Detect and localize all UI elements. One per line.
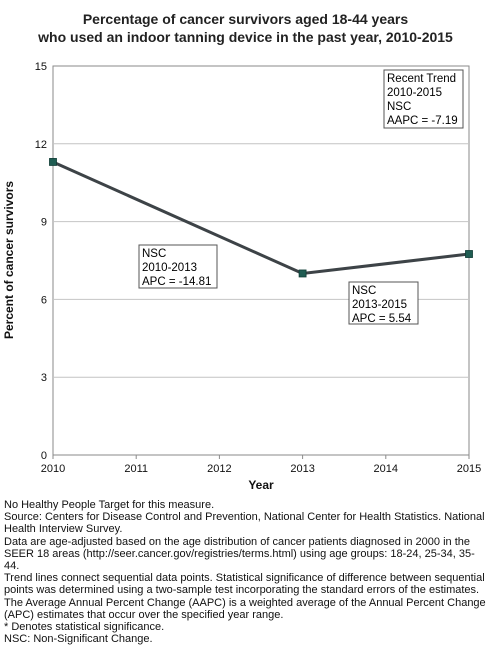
annotation-2010-2013: NSC 2010-2013 APC = -14.81 [138, 244, 218, 289]
y-tick-label: 6 [41, 294, 47, 306]
y-tick-label: 15 [35, 61, 47, 73]
footnote: The Average Annual Percent Change (AAPC)… [4, 596, 486, 621]
line-chart: 0 3 6 9 12 15 2010 2011 2012 2013 2014 2015 Year P… [2, 61, 481, 492]
y-tick-labels: 0 3 6 9 12 15 [35, 61, 47, 462]
footnote: Trend lines connect sequential data poin… [4, 572, 485, 597]
series-layer [49, 158, 473, 278]
plot-area [52, 65, 470, 456]
footnotes: No Healthy People Target for this measur… [4, 499, 488, 645]
annotation-line: NSC [352, 285, 376, 297]
footnote: * Denotes statistical significance. [4, 621, 165, 634]
footnote: No Healthy People Target for this measur… [4, 499, 215, 511]
y-tick-label: 12 [35, 139, 47, 151]
annotation-line: 2013-2015 [352, 299, 407, 311]
chart-title-line-1: Percentage of cancer survivors aged 18-4… [82, 11, 409, 27]
x-tick-label: 2013 [290, 463, 314, 475]
footnote: Source: Centers for Disease Control and … [4, 511, 485, 536]
y-tick-label: 9 [41, 217, 47, 229]
footnote: Data are age-adjusted based on the age d… [4, 535, 475, 573]
annotation-2013-2015: NSC 2013-2015 APC = 5.54 [348, 281, 419, 325]
annotation-line: 2010-2013 [142, 262, 197, 274]
annotation-line: Recent Trend [387, 73, 456, 85]
x-tick-label: 2012 [207, 463, 231, 475]
annotation-line: NSC [142, 248, 166, 260]
y-tick-label: 0 [41, 450, 47, 462]
annotation-line: 2010-2015 [387, 87, 442, 99]
data-point [465, 250, 473, 258]
x-tick-label: 2010 [41, 463, 65, 475]
annotation-line: NSC [387, 101, 411, 113]
x-axis-title: Year [248, 478, 274, 492]
annotation-line: APC = -14.81 [142, 276, 211, 288]
y-axis-title: Percent of cancer survivors [2, 181, 16, 339]
annotation-recent-trend: Recent Trend 2010-2015 NSC AAPC = -7.19 [383, 69, 464, 129]
x-tick-label: 2011 [124, 463, 148, 475]
chart-title: Percentage of cancer survivors aged 18-4… [0, 10, 491, 46]
footnote: NSC: Non-Significant Change. [4, 633, 153, 646]
x-tick-labels: 2010 2011 2012 2013 2014 2015 [41, 455, 481, 475]
data-point [49, 158, 57, 166]
data-point [298, 269, 307, 278]
y-tick-label: 3 [41, 372, 47, 384]
x-tick-label: 2015 [457, 463, 481, 475]
annotation-line: APC = 5.54 [352, 313, 412, 325]
x-tick-label: 2014 [374, 463, 398, 475]
gridlines [53, 143, 469, 378]
chart-title-line-2: who used an indoor tanning device in the… [38, 29, 453, 45]
annotation-line: AAPC = -7.19 [387, 115, 458, 127]
